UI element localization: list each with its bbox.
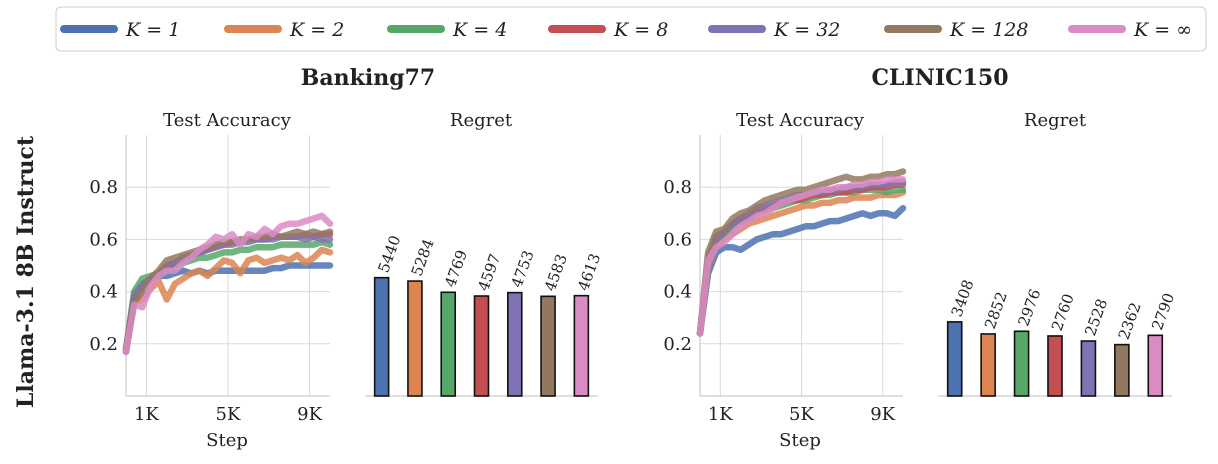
row-label: Llama-3.1 8B Instruct [13,135,39,408]
clinic150-regret-bar-1 [980,333,996,397]
banking77-regret-bar-label-4: 4753 [508,248,538,290]
panel-title-banking77-accuracy: Test Accuracy [163,110,292,131]
dataset-title-banking77: Banking77 [301,65,435,91]
banking77-acc-ytick-0: 0.2 [89,334,118,355]
banking77-regret-bar-2 [440,291,457,397]
clinic150-acc-series-line-6 [696,176,907,337]
banking77-acc-series-line-1 [122,246,334,355]
panel-title-clinic150-regret: Regret [1024,110,1087,131]
clinic150-acc-ytick-2: 0.6 [663,229,692,250]
legend-label-2: K = 4 [452,19,507,41]
clinic150-regret-bar-label-2: 2976 [1014,287,1044,329]
clinic150-regret-bar-0 [946,321,963,397]
clinic150-acc-ytick-0: 0.2 [663,334,692,355]
legend-label-3: K = 8 [613,19,668,41]
clinic150-acc-xtick-2: 9K [870,404,895,425]
panel-title-clinic150-accuracy: Test Accuracy [736,110,865,131]
clinic150-accuracy-plot: 0.2 0.4 0.6 0.8 1K 5K 9K [663,135,907,425]
legend-label-1: K = 2 [289,19,344,41]
banking77-regret-bar-0 [373,276,390,397]
clinic150-regret-bar-label-5: 2362 [1115,300,1145,342]
clinic150-regret-bar-2 [1013,330,1030,397]
banking77-acc-xtick-2: 9K [297,404,322,425]
legend: K = 1 K = 2 K = 4 K = 8 K = 32 K = 128 K = ∞ [55,6,1207,52]
clinic150-acc-xtick-1: 5K [789,404,814,425]
clinic150-acc-series-line-0 [696,204,907,337]
banking77-regret-plot: 5440 5284 4769 4597 4753 4583 4613 [365,233,604,397]
banking77-acc-series-line-6 [122,212,334,355]
clinic150-acc-ytick-3: 0.8 [663,177,692,198]
banking77-regret-bar-5 [540,295,556,397]
banking77-regret-bar-label-5: 4583 [541,252,571,294]
panel-title-banking77-regret: Regret [450,110,513,131]
clinic150-regret-bar-4 [1080,340,1097,397]
clinic150-regret-bar-6 [1147,334,1164,397]
legend-label-6: K = ∞ [1133,19,1192,41]
banking77-acc-xtick-1: 5K [216,404,241,425]
clinic150-regret-bar-3 [1047,335,1063,397]
banking77-regret-bar-label-2: 4769 [441,248,471,290]
legend-label-5: K = 128 [949,19,1028,41]
clinic150-regret-bar-label-6: 2790 [1148,291,1178,333]
banking77-regret-bar-label-6: 4613 [574,251,604,293]
banking77-acc-ytick-1: 0.4 [89,282,118,303]
clinic150-acc-series-line-5 [696,168,907,337]
banking77-regret-bar-1 [407,280,423,397]
clinic150-regret-bar-label-4: 2528 [1081,296,1111,338]
xlabel-clinic150: Step [779,430,821,451]
legend-label-4: K = 32 [773,19,840,41]
banking77-acc-series-line-5 [122,228,334,353]
banking77-regret-bar-label-1: 5284 [408,236,438,278]
banking77-regret-bar-label-3: 4597 [474,251,504,293]
legend-label-0: K = 1 [125,19,180,41]
banking77-accuracy-plot: 0.2 0.4 0.6 0.8 1K 5K 9K [89,135,334,425]
banking77-regret-bar-label-0: 5440 [374,233,404,275]
clinic150-regret-bar-5 [1114,343,1130,397]
clinic150-regret-bar-label-0: 3408 [948,277,978,319]
banking77-regret-bar-3 [473,295,490,397]
xlabel-banking77: Step [206,430,248,451]
legend-box [55,6,1207,52]
clinic150-regret-bar-label-1: 2852 [981,289,1011,331]
clinic150-acc-ytick-1: 0.4 [663,282,692,303]
clinic150-acc-xtick-0: 1K [708,404,733,425]
banking77-acc-ytick-2: 0.6 [89,229,118,250]
banking77-acc-ytick-3: 0.8 [89,177,118,198]
clinic150-regret-bar-label-3: 2760 [1048,291,1078,333]
banking77-regret-bar-6 [573,294,590,397]
dataset-title-clinic150: CLINIC150 [871,65,1008,91]
banking77-regret-bar-4 [506,291,523,397]
clinic150-regret-plot: 3408 2852 2976 2760 2528 2362 2790 [938,277,1178,397]
banking77-acc-xtick-0: 1K [134,404,159,425]
